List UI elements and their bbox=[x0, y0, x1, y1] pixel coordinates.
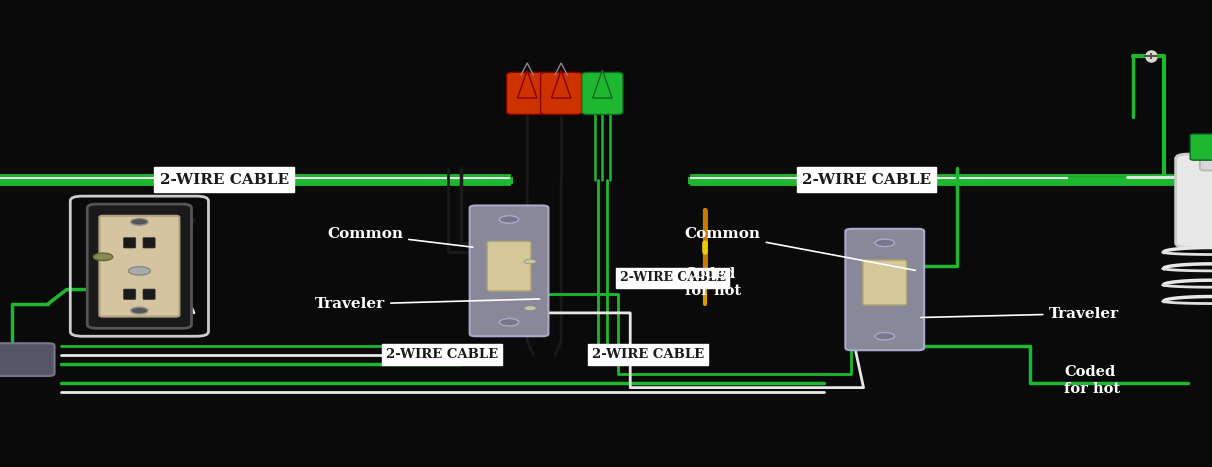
Circle shape bbox=[525, 259, 536, 264]
Text: 2-WIRE CABLE: 2-WIRE CABLE bbox=[802, 173, 931, 187]
FancyBboxPatch shape bbox=[507, 72, 548, 114]
FancyBboxPatch shape bbox=[541, 72, 582, 114]
FancyBboxPatch shape bbox=[487, 241, 531, 291]
Polygon shape bbox=[551, 70, 571, 98]
Text: Coded
for hot: Coded for hot bbox=[1064, 365, 1120, 396]
Text: 2-WIRE CABLE: 2-WIRE CABLE bbox=[619, 271, 726, 284]
Polygon shape bbox=[518, 70, 537, 98]
Circle shape bbox=[93, 253, 113, 261]
Text: Coded
for hot: Coded for hot bbox=[685, 267, 741, 298]
Circle shape bbox=[525, 306, 536, 311]
FancyBboxPatch shape bbox=[582, 72, 623, 114]
Circle shape bbox=[499, 216, 519, 223]
FancyBboxPatch shape bbox=[0, 343, 55, 376]
Text: Common: Common bbox=[327, 227, 473, 247]
Text: 2-WIRE CABLE: 2-WIRE CABLE bbox=[593, 348, 704, 361]
Circle shape bbox=[131, 307, 148, 314]
FancyBboxPatch shape bbox=[863, 260, 907, 305]
FancyBboxPatch shape bbox=[99, 216, 179, 317]
Circle shape bbox=[499, 318, 519, 326]
FancyBboxPatch shape bbox=[124, 289, 136, 299]
Circle shape bbox=[875, 333, 894, 340]
Circle shape bbox=[875, 239, 894, 247]
FancyBboxPatch shape bbox=[1176, 154, 1212, 248]
Circle shape bbox=[131, 219, 148, 225]
Text: 2-WIRE CABLE: 2-WIRE CABLE bbox=[160, 173, 288, 187]
Text: Traveler: Traveler bbox=[921, 306, 1119, 320]
FancyBboxPatch shape bbox=[143, 238, 155, 248]
Text: Traveler: Traveler bbox=[315, 297, 539, 311]
FancyBboxPatch shape bbox=[143, 289, 155, 299]
FancyBboxPatch shape bbox=[1200, 147, 1212, 170]
Text: 2-WIRE CABLE: 2-WIRE CABLE bbox=[387, 348, 498, 361]
FancyBboxPatch shape bbox=[1190, 134, 1212, 160]
FancyBboxPatch shape bbox=[469, 205, 548, 336]
FancyBboxPatch shape bbox=[124, 238, 136, 248]
Polygon shape bbox=[593, 70, 612, 98]
Text: Common: Common bbox=[685, 227, 915, 270]
Circle shape bbox=[128, 267, 150, 275]
FancyBboxPatch shape bbox=[846, 229, 924, 350]
FancyBboxPatch shape bbox=[87, 204, 191, 328]
